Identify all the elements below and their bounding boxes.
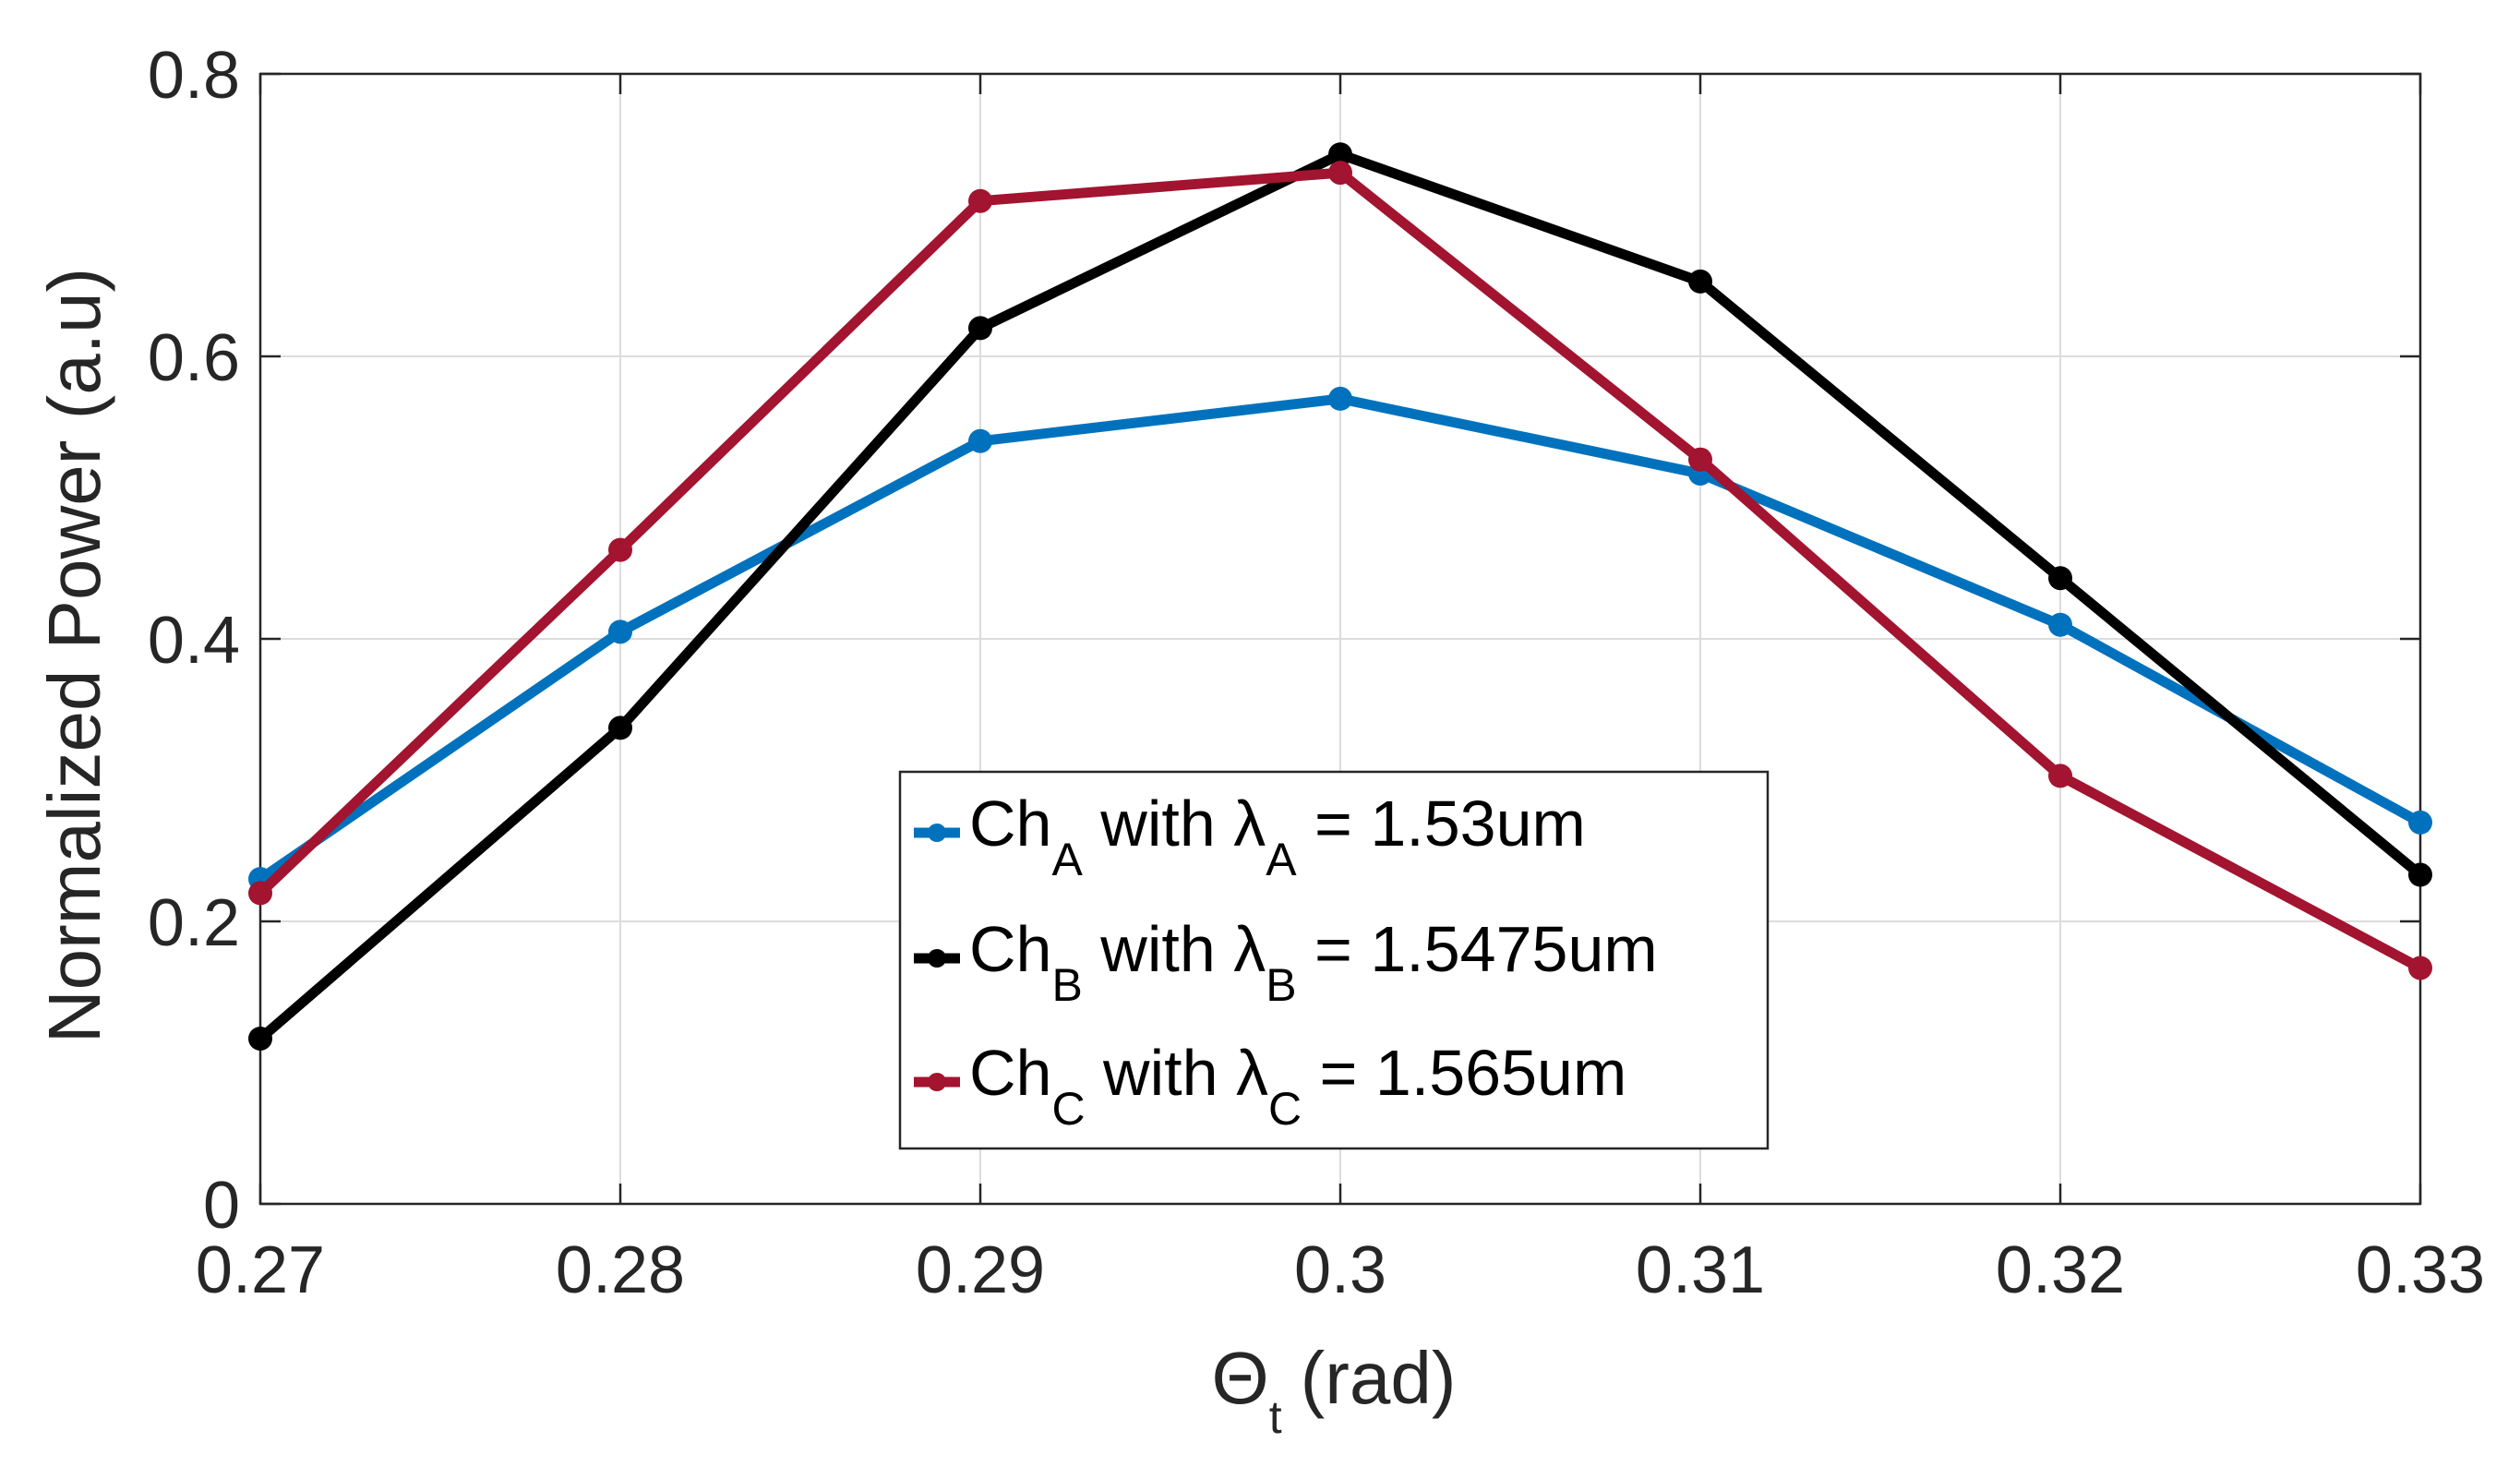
y-tick-label: 0.4 [148,604,240,678]
series-c-point [2048,764,2072,788]
series-b-point [2048,566,2072,591]
x-tick-label: 0.31 [1636,1233,1765,1307]
series-a [248,386,2432,892]
x-tick-label: 0.27 [196,1233,325,1307]
y-axis-label: Normalized Power (a.u) [33,268,115,1043]
series-c-point [608,537,632,562]
axis-ticks: 0.27 0.28 0.29 0.3 0.31 0.32 0.33 0 0.2 0.4 0.6 0.8 [148,39,2485,1307]
series-b-point [1688,269,1712,294]
series-a-point [608,619,632,644]
legend-entry-b: ChB with λB = 1.5475um [969,913,1658,1011]
x-axis-symbol: Θ [1211,1337,1268,1419]
x-axis-label: Θt (rad) [1211,1337,1456,1443]
series-b-point [248,1026,272,1051]
series-a-point [968,428,992,453]
x-tick-label: 0.3 [1294,1233,1386,1307]
series-c-point [2408,956,2432,980]
x-tick-label: 0.28 [556,1233,685,1307]
legend-box [898,770,1770,1150]
series-c-point [1688,447,1712,472]
x-axis-subscript: t [1269,1391,1282,1443]
legend-entry-c: ChC with λC = 1.565um [969,1037,1626,1135]
series-c-point [968,188,992,213]
series-b-point [608,715,632,740]
legend-marker-b [928,949,946,968]
series-c-point [1328,161,1352,186]
series-b-point [968,316,992,341]
y-tick-label: 0 [203,1169,240,1243]
y-tick-label: 0.8 [148,39,240,113]
legend-entry-a: ChA with λA = 1.53um [969,788,1586,885]
series-b [248,142,2432,1051]
series-b-point [1328,142,1352,167]
legend-marker-a [928,824,946,842]
x-tick-label: 0.33 [2356,1233,2485,1307]
series-a-point [2408,810,2432,835]
series-a-point [1328,386,1352,411]
y-tick-label: 0.6 [148,321,240,395]
x-tick-label: 0.32 [1996,1233,2125,1307]
series-layer [248,142,2432,1051]
y-tick-label: 0.2 [148,886,240,960]
series-a-point [2048,612,2072,637]
series-c [248,161,2432,980]
series-b-point [2408,862,2432,887]
legend: ChA with λA = 1.53um ChB with λB = 1.547… [898,770,1770,1150]
x-tick-label: 0.29 [916,1233,1045,1307]
series-c-point [248,881,272,906]
legend-marker-c [928,1073,946,1091]
x-axis-unit: (rad) [1301,1337,1457,1419]
